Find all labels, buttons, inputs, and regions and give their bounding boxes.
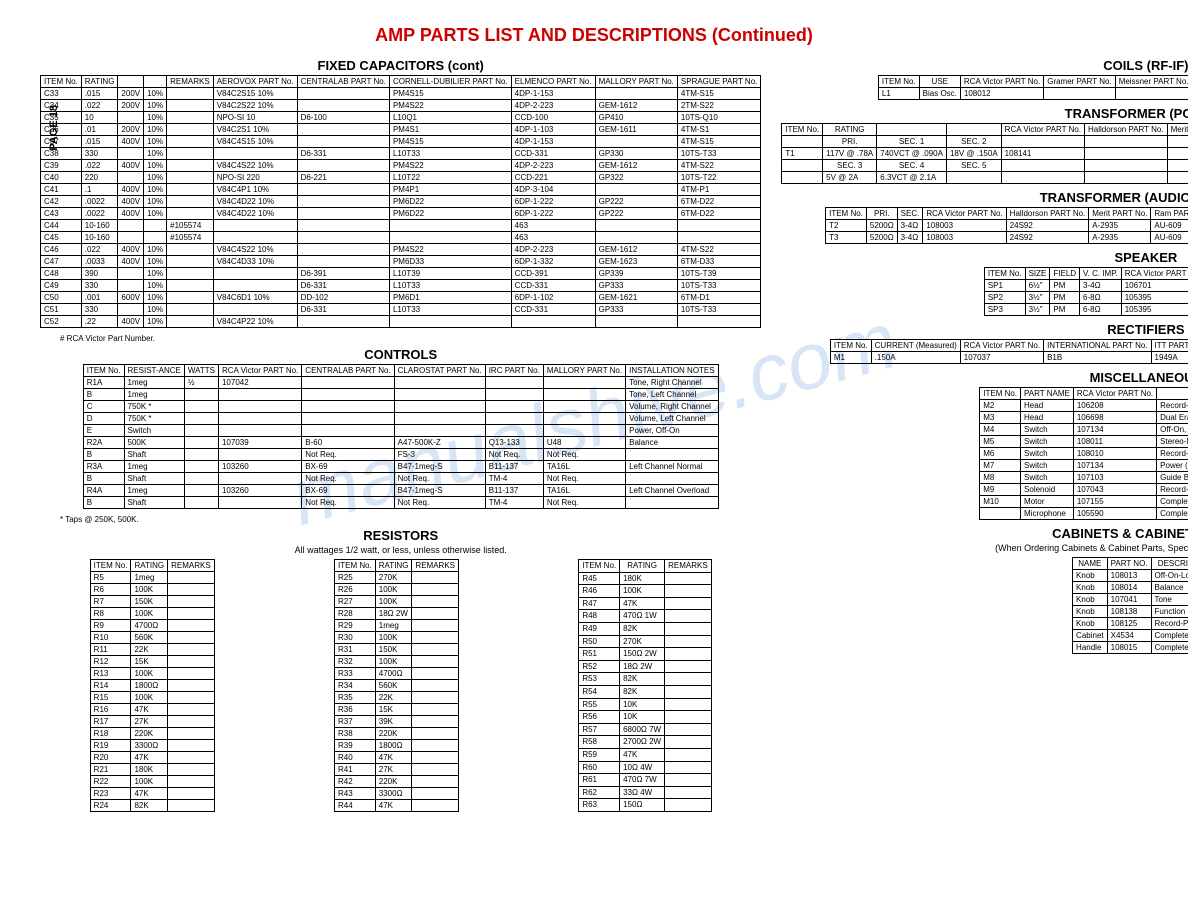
caps-footnote: # RCA Victor Part Number. <box>60 334 741 343</box>
page-title: AMP PARTS LIST AND DESCRIPTIONS (Continu… <box>40 25 1148 46</box>
resistors-heading: RESISTORS <box>40 528 761 543</box>
coils-table: ITEM No.USERCA Victor PART No.Gramer PAR… <box>878 75 1188 100</box>
resistors-sub: All wattages 1/2 watt, or less, unless o… <box>40 545 761 555</box>
fixed-caps-table: ITEM No.RATINGREMARKSAEROVOX PART No.CEN… <box>40 75 761 328</box>
xfmr-power-heading: TRANSFORMER (POWER) <box>781 106 1188 121</box>
coils-heading: COILS (RF-IF) <box>781 58 1188 73</box>
page-number-side: PAGE 18 <box>48 105 60 151</box>
rect-heading: RECTIFIERS <box>781 322 1188 337</box>
controls-heading: CONTROLS <box>40 347 761 362</box>
speaker-table: ITEM No.SIZEFIELDV. C. IMP.RCA Victor PA… <box>984 267 1188 316</box>
cab-heading: CABINETS & CABINET PARTS <box>781 526 1188 541</box>
xfmr-audio-table: ITEM No.PRI.SEC.RCA Victor PART No.Halld… <box>825 207 1188 244</box>
resistors-table-2: ITEM No.RATINGREMARKSR25270KR26100KR2710… <box>334 559 459 812</box>
misc-heading: MISCELLANEOUS <box>781 370 1188 385</box>
cab-table: NAMEPART NO.DESCRIPTIONKnob108013Off-On-… <box>1072 557 1188 654</box>
fixed-caps-heading: FIXED CAPACITORS (cont) <box>40 58 761 73</box>
speaker-heading: SPEAKER <box>781 250 1188 265</box>
resistors-table-1: ITEM No.RATINGREMARKSR51megR6100KR7150KR… <box>90 559 215 812</box>
xfmr-audio-heading: TRANSFORMER (AUDIO OUTPUT) <box>781 190 1188 205</box>
rect-table: ITEM No.CURRENT (Measured)RCA Victor PAR… <box>830 339 1188 364</box>
controls-footnote: * Taps @ 250K, 500K. <box>60 515 741 524</box>
cab-sub: (When Ordering Cabinets & Cabinet Parts,… <box>781 543 1188 553</box>
resistors-table-3: ITEM No.RATINGREMARKSR45180KR46100KR4747… <box>578 559 711 812</box>
misc-table: ITEM No.PART NAMERCA Victor PART No.NOTE… <box>979 387 1188 520</box>
controls-table: ITEM No.RESIST-ANCEWATTSRCA Victor PART … <box>83 364 719 509</box>
xfmr-power-table: ITEM No.RATINGRCA Victor PART No.Halldor… <box>781 123 1188 184</box>
